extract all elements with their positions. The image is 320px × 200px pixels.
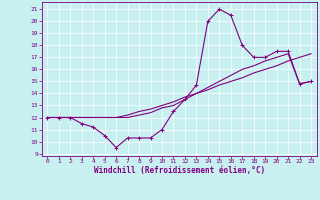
X-axis label: Windchill (Refroidissement éolien,°C): Windchill (Refroidissement éolien,°C) xyxy=(94,166,265,175)
